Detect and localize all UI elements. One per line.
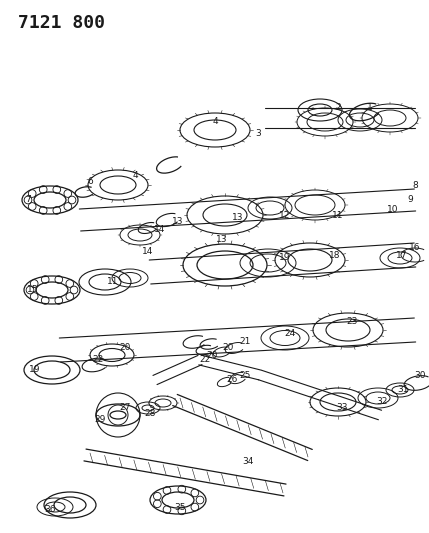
Text: 1: 1 (367, 103, 373, 112)
Text: 26: 26 (227, 376, 238, 384)
Text: 28: 28 (144, 408, 156, 417)
Text: 13: 13 (172, 217, 184, 227)
Text: 14: 14 (142, 247, 154, 256)
Text: 21: 21 (239, 337, 251, 346)
Text: 7: 7 (25, 196, 31, 205)
Text: 22: 22 (92, 356, 104, 365)
Text: 12: 12 (279, 211, 291, 220)
Text: 31: 31 (397, 385, 409, 394)
Text: 32: 32 (376, 398, 388, 407)
Text: 4: 4 (132, 171, 138, 180)
Text: 13: 13 (232, 214, 244, 222)
Text: 14: 14 (154, 225, 166, 235)
Text: 17: 17 (396, 251, 408, 260)
Text: 10: 10 (387, 206, 399, 214)
Text: 18: 18 (329, 251, 341, 260)
Text: 7121 800: 7121 800 (18, 14, 105, 32)
Text: 20: 20 (222, 343, 234, 352)
Text: 34: 34 (242, 457, 254, 466)
Text: 11: 11 (107, 278, 119, 287)
Text: 33: 33 (336, 403, 348, 413)
Text: 8: 8 (412, 181, 418, 190)
Text: 36: 36 (44, 505, 56, 514)
Text: 30: 30 (414, 370, 426, 379)
Text: 16: 16 (409, 244, 421, 253)
Text: 13: 13 (216, 236, 228, 245)
Text: 9: 9 (407, 196, 413, 205)
Text: 22: 22 (199, 356, 211, 365)
Text: 4: 4 (212, 117, 218, 126)
Text: 20: 20 (206, 351, 218, 359)
Text: 19: 19 (279, 254, 291, 262)
Text: 35: 35 (174, 504, 186, 513)
Text: 25: 25 (239, 370, 251, 379)
Text: 2: 2 (335, 102, 341, 111)
Text: 24: 24 (284, 328, 296, 337)
Text: 20: 20 (119, 343, 131, 352)
Text: 27: 27 (119, 403, 131, 413)
Text: 11: 11 (332, 211, 344, 220)
Text: 6: 6 (87, 177, 93, 187)
Text: 3: 3 (255, 128, 261, 138)
Text: 23: 23 (346, 318, 358, 327)
Text: 15: 15 (27, 286, 39, 295)
Text: 19: 19 (29, 366, 41, 375)
Text: 29: 29 (94, 416, 106, 424)
